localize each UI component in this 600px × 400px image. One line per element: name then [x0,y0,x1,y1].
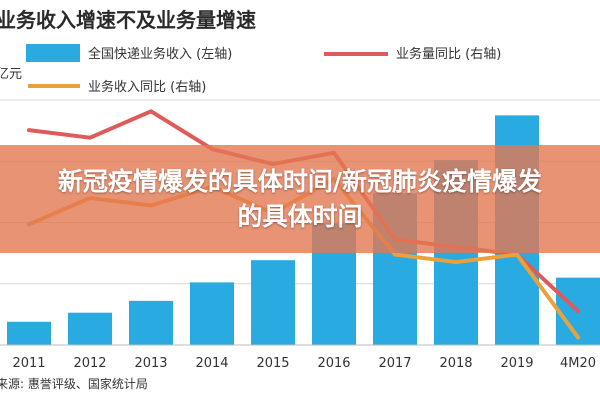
legend-label-revenue: 业务收入同比 (右轴) [88,79,206,95]
legend-label-bar: 全国快递业务收入 (左轴) [88,46,232,62]
line-point [576,309,580,313]
x-axis-ticks: 2011 2012 2013 2014 2015 2016 2017 2018 2019 4M20 [0,344,600,371]
line-point [515,253,519,257]
x-tick-label: 2014 [195,356,228,371]
line-point [576,335,580,339]
headline-banner: 新冠疫情爆发的具体时间/新冠肺炎疫情爆发的具体时间 [0,145,600,253]
x-tick-label: 2016 [317,356,350,371]
x-tick-label: 2013 [134,356,167,371]
bar [7,321,51,345]
legend-swatch-bar [26,44,80,62]
headline-text: 新冠疫情爆发的具体时间/新冠肺炎疫情爆发的具体时间 [57,167,543,231]
line-point [393,253,397,257]
x-tick-label: 2017 [378,356,411,371]
x-tick-label: 2019 [500,356,533,371]
line-point [454,260,458,264]
bar [68,312,112,345]
line-point [149,109,153,113]
x-tick-label: 2012 [73,356,106,371]
bar [129,300,173,345]
chart-source: 来源: 惠誉评级、国家统计局 [0,376,148,391]
y-axis-unit: 亿元 [0,67,22,82]
line-point [27,128,31,132]
bar [251,260,295,345]
line-point [88,136,92,140]
x-tick-label: 2018 [439,356,472,371]
x-tick-label: 2015 [256,356,289,371]
x-tick-label: 2011 [12,356,45,371]
x-tick-label: 4M20 [560,356,596,371]
bar [190,282,234,345]
legend-label-volume: 业务量同比 (右轴) [396,46,501,62]
chart-title: 业务收入增速不及业务量增速 [0,8,256,32]
